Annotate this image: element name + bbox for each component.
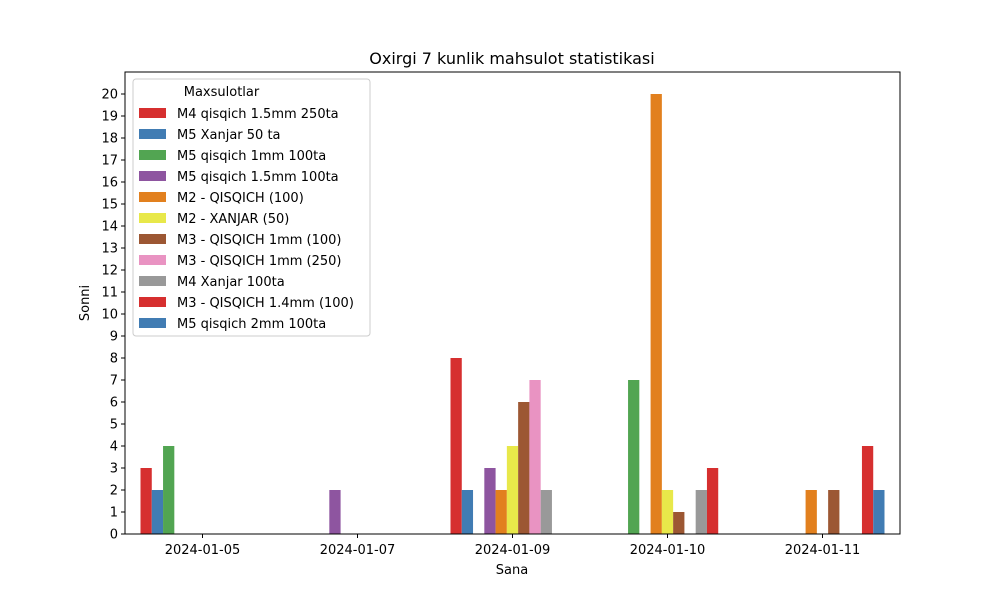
legend-swatch — [139, 108, 166, 118]
bar — [661, 490, 674, 534]
y-tick-label: 5 — [110, 418, 118, 433]
legend-swatch — [139, 234, 166, 244]
legend-label: M5 qisqich 2mm 100ta — [177, 317, 326, 332]
legend-swatch — [139, 171, 166, 181]
y-tick-label: 7 — [110, 374, 118, 389]
bar — [673, 512, 685, 534]
bar — [828, 490, 840, 534]
y-tick-label: 15 — [101, 198, 118, 213]
y-tick-label: 3 — [110, 462, 118, 477]
y-tick-label: 19 — [101, 110, 118, 125]
legend-label: M5 qisqich 1.5mm 100ta — [177, 170, 339, 185]
legend-swatch — [139, 150, 166, 160]
y-tick-label: 14 — [101, 220, 118, 235]
legend-swatch — [139, 255, 166, 265]
y-tick-label: 1 — [110, 506, 118, 521]
legend-label: M2 - XANJAR (50) — [177, 212, 289, 227]
x-tick-label: 2024-01-10 — [630, 543, 706, 558]
x-tick-label: 2024-01-11 — [785, 543, 861, 558]
y-tick-label: 13 — [101, 242, 118, 257]
legend-swatch — [139, 297, 166, 307]
legend-label: M4 qisqich 1.5mm 250ta — [177, 107, 339, 122]
x-axis-title: Sana — [496, 563, 528, 578]
legend-label: M4 Xanjar 100ta — [177, 275, 285, 290]
legend-label: M3 - QISQICH 1mm (250) — [177, 254, 342, 269]
y-tick-label: 6 — [110, 396, 118, 411]
bar — [805, 490, 817, 534]
bar — [706, 468, 719, 534]
legend-label: M5 qisqich 1mm 100ta — [177, 149, 326, 164]
x-tick-label: 2024-01-09 — [475, 543, 551, 558]
bar — [861, 446, 874, 534]
legend-label: M3 - QISQICH 1mm (100) — [177, 233, 342, 248]
bar — [506, 446, 519, 534]
y-tick-label: 4 — [110, 440, 118, 455]
x-axis: 2024-01-05 2024-01-07 2024-01-09 2024-01-10… — [165, 534, 861, 558]
bar — [650, 94, 662, 534]
legend-title: Maxsulotlar — [184, 85, 260, 100]
bar — [329, 490, 341, 534]
legend-swatch — [139, 192, 166, 202]
bar — [540, 490, 552, 534]
chart-title: Oxirgi 7 kunlik mahsulot statistikasi — [369, 49, 654, 68]
bars-layer — [140, 94, 885, 534]
y-tick-label: 11 — [101, 286, 118, 301]
legend-label: M5 Xanjar 50 ta — [177, 128, 281, 143]
y-tick-label: 0 — [110, 528, 118, 543]
legend-swatch — [139, 213, 166, 223]
bar — [495, 490, 507, 534]
y-tick-label: 17 — [101, 154, 118, 169]
legend-box — [132, 78, 371, 337]
bar — [484, 468, 496, 534]
x-tick-label: 2024-01-05 — [165, 543, 241, 558]
bar — [151, 490, 164, 534]
y-axis-title: Sonni — [78, 285, 93, 321]
legend-swatch — [139, 318, 166, 328]
bar — [163, 446, 175, 534]
bar — [450, 358, 462, 534]
bar — [518, 402, 530, 534]
y-tick-label: 8 — [110, 352, 118, 367]
bar — [461, 490, 474, 534]
legend-label: M3 - QISQICH 1.4mm (100) — [177, 296, 354, 311]
bar — [873, 490, 885, 534]
y-tick-label: 9 — [110, 330, 118, 345]
y-tick-label: 16 — [101, 176, 118, 191]
y-tick-label: 12 — [101, 264, 118, 279]
legend-label: M2 - QISQICH (100) — [177, 191, 304, 206]
bar — [140, 468, 152, 534]
y-tick-label: 10 — [101, 308, 118, 323]
x-tick-label: 2024-01-07 — [320, 543, 396, 558]
y-tick-label: 2 — [110, 484, 118, 499]
legend-swatch — [139, 276, 166, 286]
y-tick-label: 18 — [101, 132, 118, 147]
bar — [628, 380, 640, 534]
legend-swatch — [139, 129, 166, 139]
bar — [695, 490, 707, 534]
bar — [529, 380, 541, 534]
legend: Maxsulotlar M4 qisqich 1.5mm 250ta M5 Xanj… — [132, 78, 371, 337]
y-tick-label: 20 — [101, 88, 118, 103]
